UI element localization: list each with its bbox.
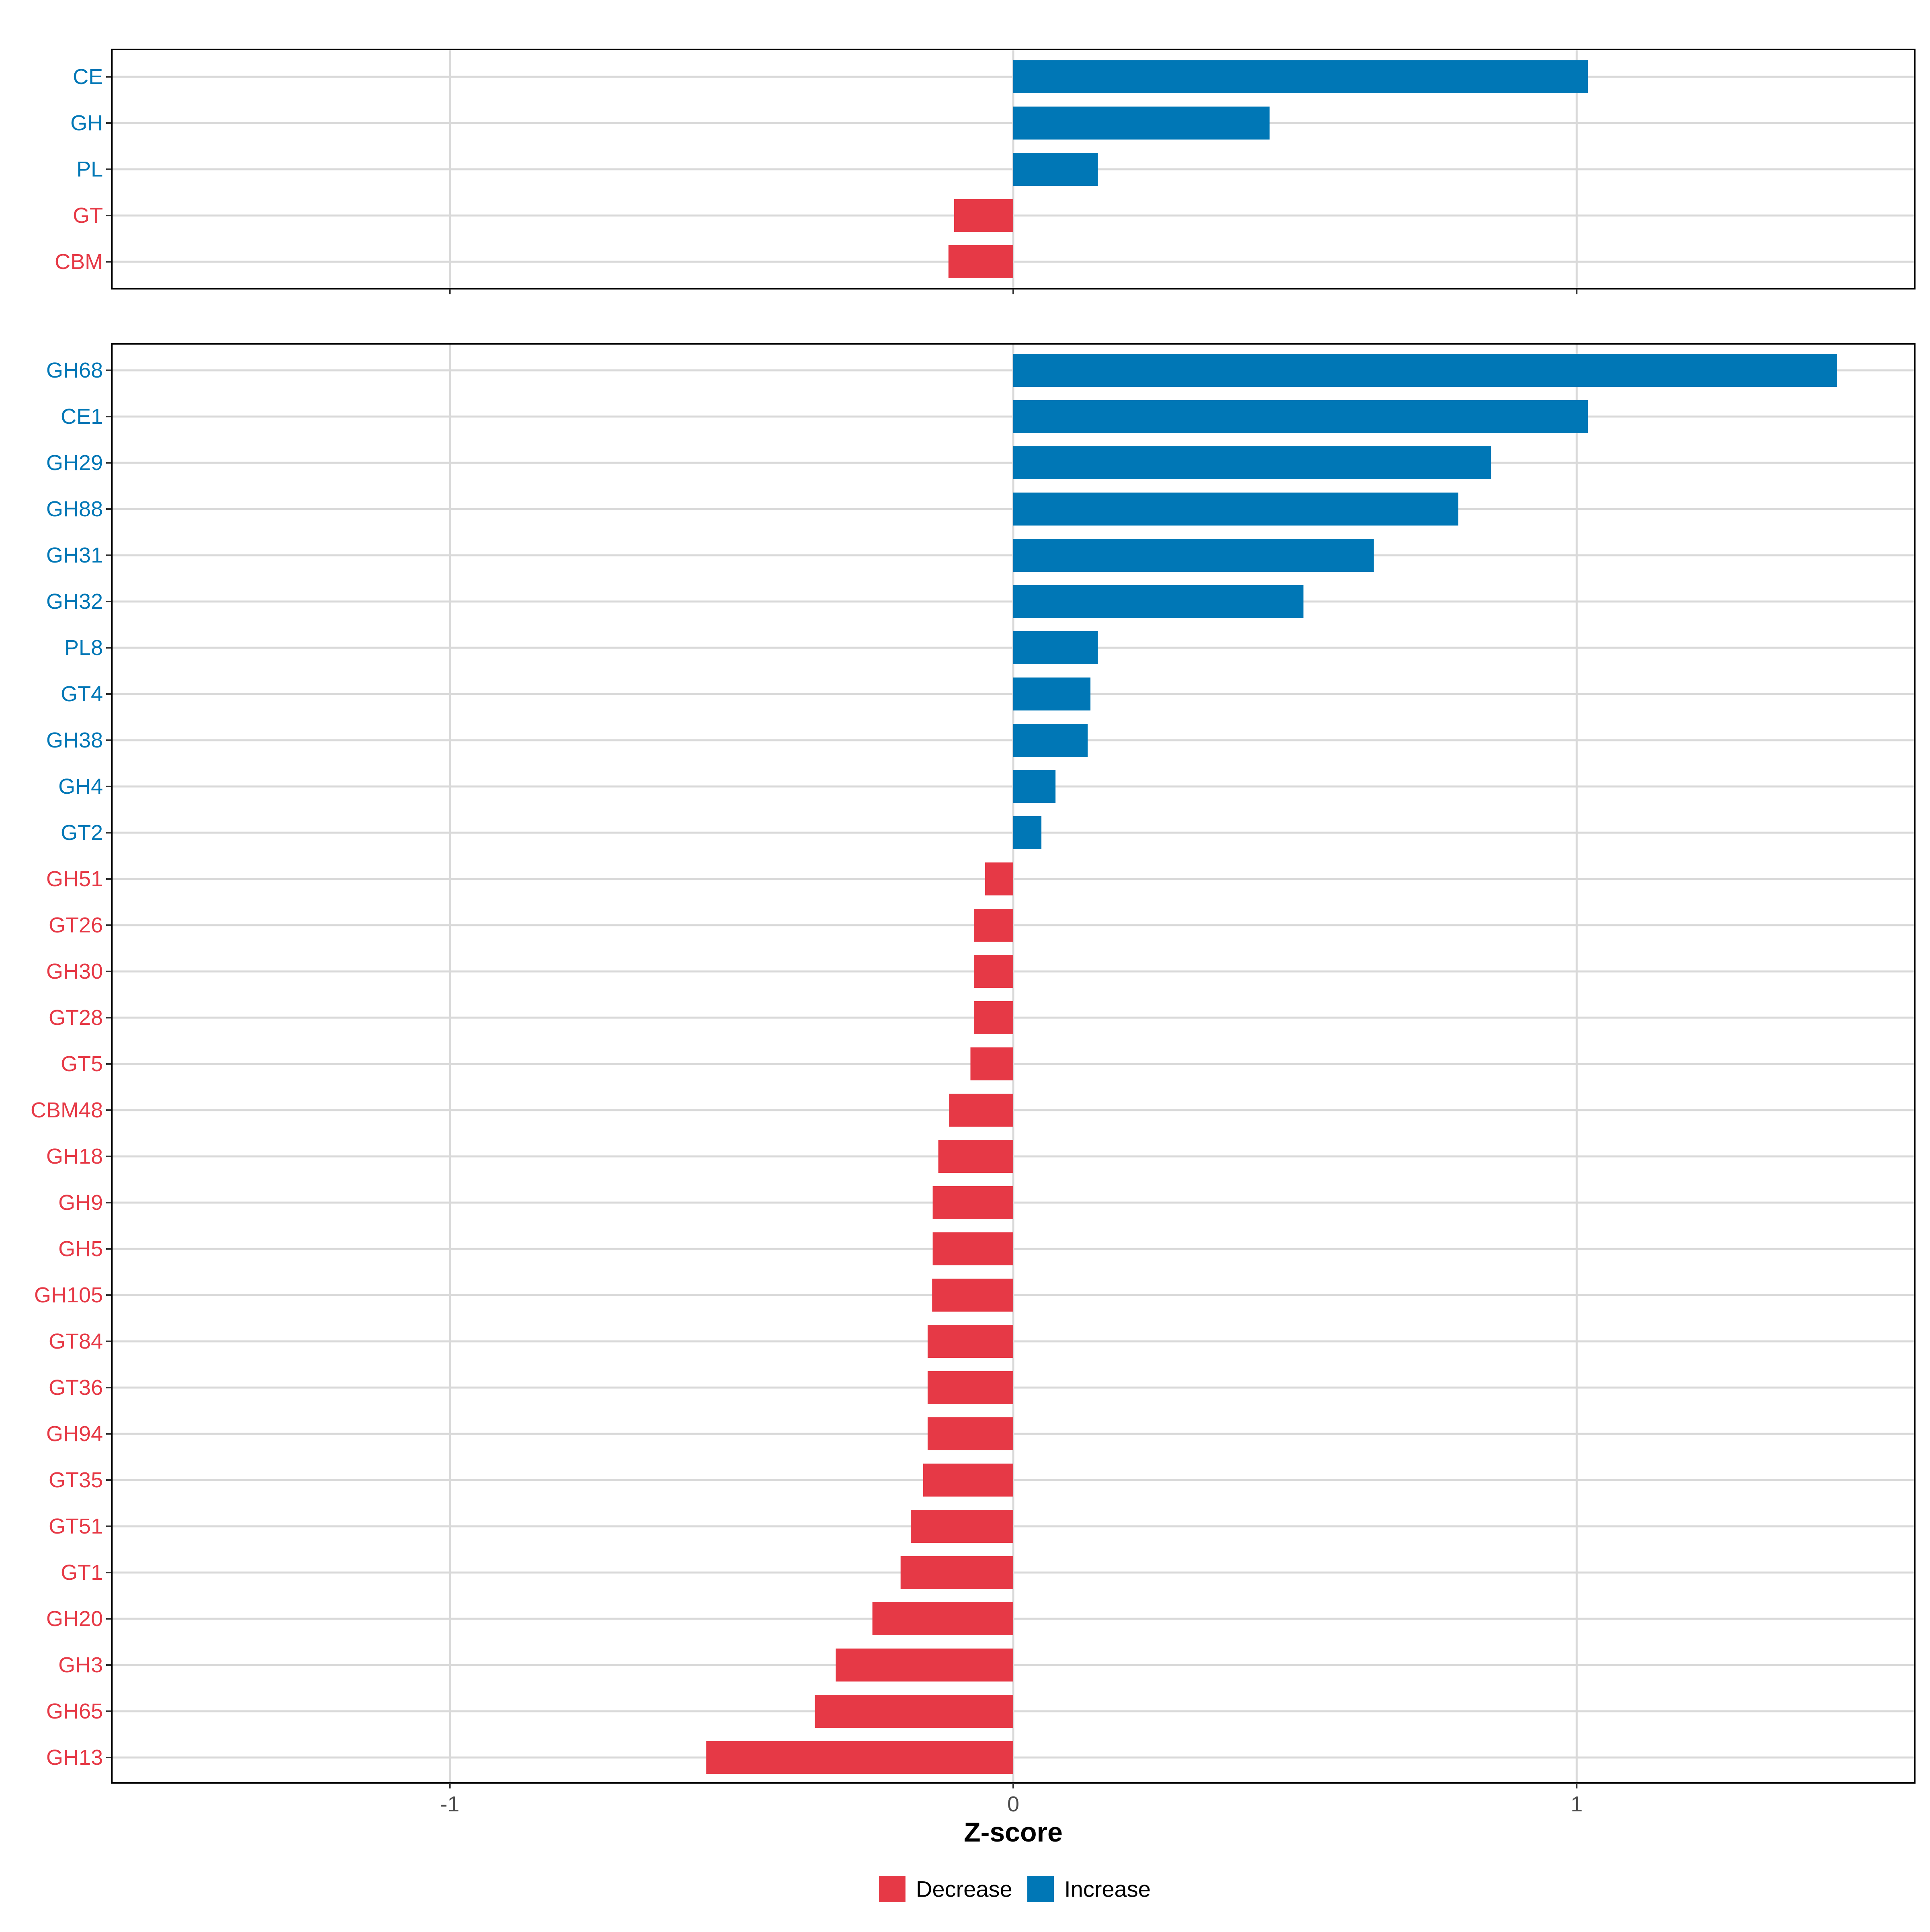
- bar-gh13: [706, 1741, 1013, 1774]
- chart-panels: CE GH PL GT CBM GH68 CE1 GH29 GH88 GH31 GH32 PL8 GT4…: [31, 49, 1916, 1788]
- bar-gt2: [1013, 816, 1042, 849]
- bar-gt28: [973, 1001, 1013, 1034]
- bar-gt84: [928, 1325, 1013, 1358]
- legend: Decrease Increase: [879, 1876, 1151, 1902]
- y-tick-label: GH13: [46, 1745, 103, 1770]
- x-tick-label: 0: [1007, 1792, 1019, 1816]
- bar-gh3: [836, 1649, 1013, 1682]
- bar-gt4: [1013, 678, 1090, 710]
- bar-gh: [1013, 107, 1270, 140]
- bar-gh68: [1013, 354, 1837, 387]
- y-tick-label: PL: [76, 157, 103, 181]
- y-tick-label: CBM48: [31, 1098, 103, 1122]
- bar-gh29: [1013, 446, 1491, 479]
- y-tick-label: GH65: [46, 1699, 103, 1723]
- bar-cbm: [948, 245, 1013, 278]
- legend-key-decrease: [879, 1876, 905, 1902]
- panel-top: CE GH PL GT CBM: [55, 49, 1916, 294]
- y-tick-label: GT36: [49, 1376, 103, 1400]
- bar-gt1: [900, 1556, 1013, 1589]
- y-tick-label: GT5: [61, 1052, 103, 1076]
- y-tick-label: GH18: [46, 1144, 103, 1168]
- y-tick-label: GH9: [58, 1191, 103, 1215]
- bar-gt35: [923, 1464, 1013, 1497]
- y-tick-label: GH29: [46, 451, 103, 475]
- bar-gh105: [932, 1279, 1013, 1312]
- x-axis: -1 0 1: [440, 1792, 1583, 1816]
- bar-gh4: [1013, 770, 1056, 803]
- y-tick-label: CE1: [61, 404, 103, 429]
- y-tick-label: GH31: [46, 543, 103, 567]
- bar-ce: [1013, 60, 1588, 93]
- bar-gh94: [928, 1417, 1013, 1450]
- y-tick-label: PL8: [64, 636, 103, 660]
- y-tick-label: GT: [73, 203, 103, 228]
- y-tick-label: CE: [73, 65, 103, 89]
- y-tick-label: GH3: [58, 1653, 103, 1677]
- legend-key-increase: [1027, 1876, 1054, 1902]
- y-tick-label: GH: [70, 111, 103, 135]
- y-tick-label: GT2: [61, 821, 103, 845]
- y-tick-label: GH5: [58, 1237, 103, 1261]
- legend-label-increase: Increase: [1064, 1877, 1151, 1902]
- bar-gh18: [938, 1140, 1013, 1173]
- bar-gh31: [1013, 539, 1374, 572]
- y-tick-label: GT35: [49, 1468, 103, 1492]
- y-tick-label: GH105: [34, 1283, 103, 1307]
- bar-cbm48: [949, 1094, 1013, 1127]
- legend-label-decrease: Decrease: [916, 1877, 1012, 1902]
- y-tick-label: GH68: [46, 358, 103, 382]
- bar-gt51: [910, 1510, 1013, 1543]
- bar-gh65: [815, 1695, 1013, 1728]
- y-tick-label: GH32: [46, 589, 103, 614]
- bar-gh5: [932, 1232, 1013, 1265]
- y-tick-label: GH38: [46, 728, 103, 752]
- bar-gh38: [1013, 724, 1088, 757]
- bar-pl8: [1013, 631, 1098, 664]
- y-tick-label: GT84: [49, 1329, 103, 1353]
- bar-gh9: [932, 1186, 1013, 1219]
- x-axis-title: Z-score: [964, 1817, 1063, 1848]
- bar-gt26: [973, 909, 1013, 942]
- bar-gt5: [970, 1047, 1013, 1080]
- y-tick-label: GH20: [46, 1607, 103, 1631]
- x-tick-label: -1: [440, 1792, 460, 1816]
- y-tick-label: GT1: [61, 1560, 103, 1585]
- y-tick-label: GT26: [49, 913, 103, 937]
- y-tick-label: GH4: [58, 774, 103, 799]
- y-tick-label: GH51: [46, 867, 103, 891]
- y-tick-label: GH94: [46, 1422, 103, 1446]
- bar-gh51: [985, 862, 1013, 895]
- bar-gh20: [872, 1602, 1013, 1635]
- bar-gh30: [973, 955, 1013, 988]
- panel-bottom: GH68 CE1 GH29 GH88 GH31 GH32 PL8 GT4 GH38 GH4 GT2 G…: [31, 343, 1916, 1788]
- y-tick-label: GT4: [61, 682, 103, 706]
- y-tick-label: GH30: [46, 959, 103, 983]
- y-tick-label: CBM: [55, 250, 103, 274]
- x-tick-label: 1: [1571, 1792, 1583, 1816]
- bar-gt: [954, 199, 1013, 232]
- bar-gh32: [1013, 585, 1304, 618]
- y-tick-label: GH88: [46, 497, 103, 521]
- bar-gt36: [928, 1371, 1013, 1404]
- y-tick-label: GT51: [49, 1514, 103, 1538]
- y-tick-label: GT28: [49, 1006, 103, 1030]
- bar-ce1: [1013, 400, 1588, 433]
- bar-gh88: [1013, 493, 1458, 526]
- bar-pl: [1013, 153, 1098, 186]
